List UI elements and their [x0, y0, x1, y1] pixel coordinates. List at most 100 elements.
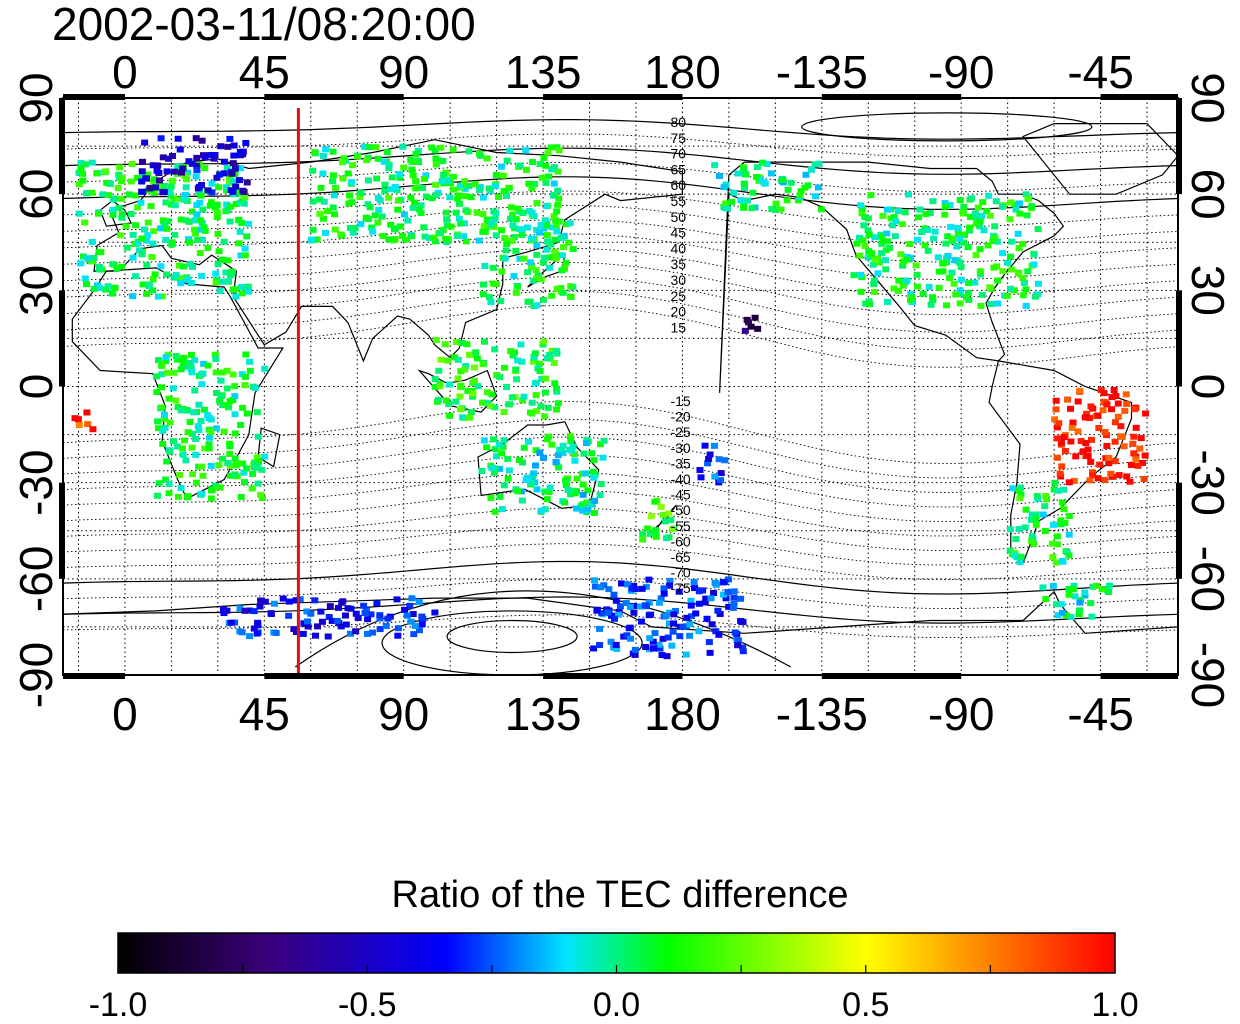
tec-cell: [226, 450, 234, 457]
tec-cell: [1108, 394, 1116, 401]
tec-cell: [883, 238, 891, 245]
tec-cell: [959, 231, 967, 238]
tec-cell: [1053, 541, 1061, 548]
tec-cell: [566, 433, 574, 440]
tec-cell: [686, 621, 694, 628]
tec-cell: [194, 237, 202, 244]
tec-cell: [311, 597, 319, 604]
tec-cell: [267, 610, 275, 617]
tec-cell: [787, 179, 795, 186]
tec-cell: [797, 188, 805, 195]
tec-cell: [192, 479, 200, 486]
tec-cell: [218, 256, 226, 263]
tec-cell: [687, 602, 695, 609]
tec-cell: [79, 253, 87, 260]
tec-cell: [246, 367, 254, 374]
tec-cell: [412, 178, 420, 185]
tec-cell: [94, 210, 102, 217]
tec-cell: [391, 235, 399, 242]
tec-cell: [715, 456, 723, 463]
tec-cell: [469, 393, 477, 400]
tec-cell: [865, 248, 873, 255]
tec-cell: [1062, 612, 1070, 619]
tec-cell: [589, 468, 597, 475]
tec-cell: [79, 177, 87, 184]
tec-cell: [385, 194, 393, 201]
tec-cell: [507, 237, 515, 244]
tec-cell: [443, 222, 451, 229]
tec-cell: [991, 223, 999, 230]
tec-cell: [559, 449, 567, 456]
tec-cell: [346, 225, 354, 232]
tec-cell: [544, 149, 552, 156]
tec-cell: [473, 209, 481, 216]
tec-cell: [645, 576, 653, 583]
tec-cell: [924, 247, 932, 254]
tec-cell: [177, 407, 185, 414]
tec-cell: [1014, 270, 1022, 277]
tec-cell: [514, 488, 522, 495]
tec-cell: [395, 197, 403, 204]
tec-cell: [960, 203, 968, 210]
tec-cell: [623, 632, 631, 639]
tec-cell: [211, 482, 219, 489]
tec-cell: [240, 469, 248, 476]
tec-cell: [881, 257, 889, 264]
tec-cell: [101, 286, 109, 293]
tec-cell: [879, 237, 887, 244]
tec-cell: [903, 256, 911, 263]
tec-cell: [242, 351, 250, 358]
tec-cell: [166, 189, 174, 196]
tec-cell: [1082, 440, 1090, 447]
tec-cell: [111, 284, 119, 291]
tec-cell: [655, 641, 663, 648]
tec-cell: [1136, 445, 1144, 452]
tec-cell: [201, 154, 209, 161]
tec-cell: [548, 347, 556, 354]
tec-cell: [510, 234, 518, 241]
tec-cell: [479, 211, 487, 218]
tec-cell: [435, 367, 443, 374]
tec-cell: [783, 197, 791, 204]
tec-cell: [208, 189, 216, 196]
tec-cell: [385, 165, 393, 172]
tec-cell: [150, 190, 158, 197]
tec-cell: [109, 261, 117, 268]
tec-cell: [908, 294, 916, 301]
tec-cell: [415, 627, 423, 634]
tec-cell: [1126, 478, 1134, 485]
tec-cell: [513, 283, 521, 290]
tec-cell: [439, 157, 447, 164]
tec-cell: [344, 170, 352, 177]
tec-cell: [258, 466, 266, 473]
tec-cell: [420, 175, 428, 182]
contour-label-north: 15: [670, 319, 686, 335]
tec-cell: [447, 223, 455, 230]
x-tick-label-top: -90: [928, 46, 994, 98]
tec-cell: [193, 162, 201, 169]
tec-cell: [133, 174, 141, 181]
tec-cell: [118, 263, 126, 270]
tec-cell: [966, 224, 974, 231]
tec-cell: [528, 410, 536, 417]
tec-cell: [367, 611, 375, 618]
tec-cell: [864, 215, 872, 222]
tec-cell: [584, 487, 592, 494]
tec-cell: [204, 412, 212, 419]
tec-cell: [77, 160, 85, 167]
tec-cell: [1081, 589, 1089, 596]
tec-cell: [452, 338, 460, 345]
tec-cell: [242, 140, 250, 147]
tec-cell: [176, 275, 184, 282]
mlat-contour: [63, 290, 1178, 351]
tec-cell: [705, 639, 713, 646]
tec-cell: [1104, 588, 1112, 595]
tec-cell: [952, 291, 960, 298]
tec-cell: [216, 288, 224, 295]
tec-cell: [437, 144, 445, 151]
tec-cell: [425, 234, 433, 241]
tec-cell: [416, 206, 424, 213]
tec-cell: [332, 184, 340, 191]
tec-cell: [500, 482, 508, 489]
y-tick-label-right: -30: [1182, 449, 1234, 515]
